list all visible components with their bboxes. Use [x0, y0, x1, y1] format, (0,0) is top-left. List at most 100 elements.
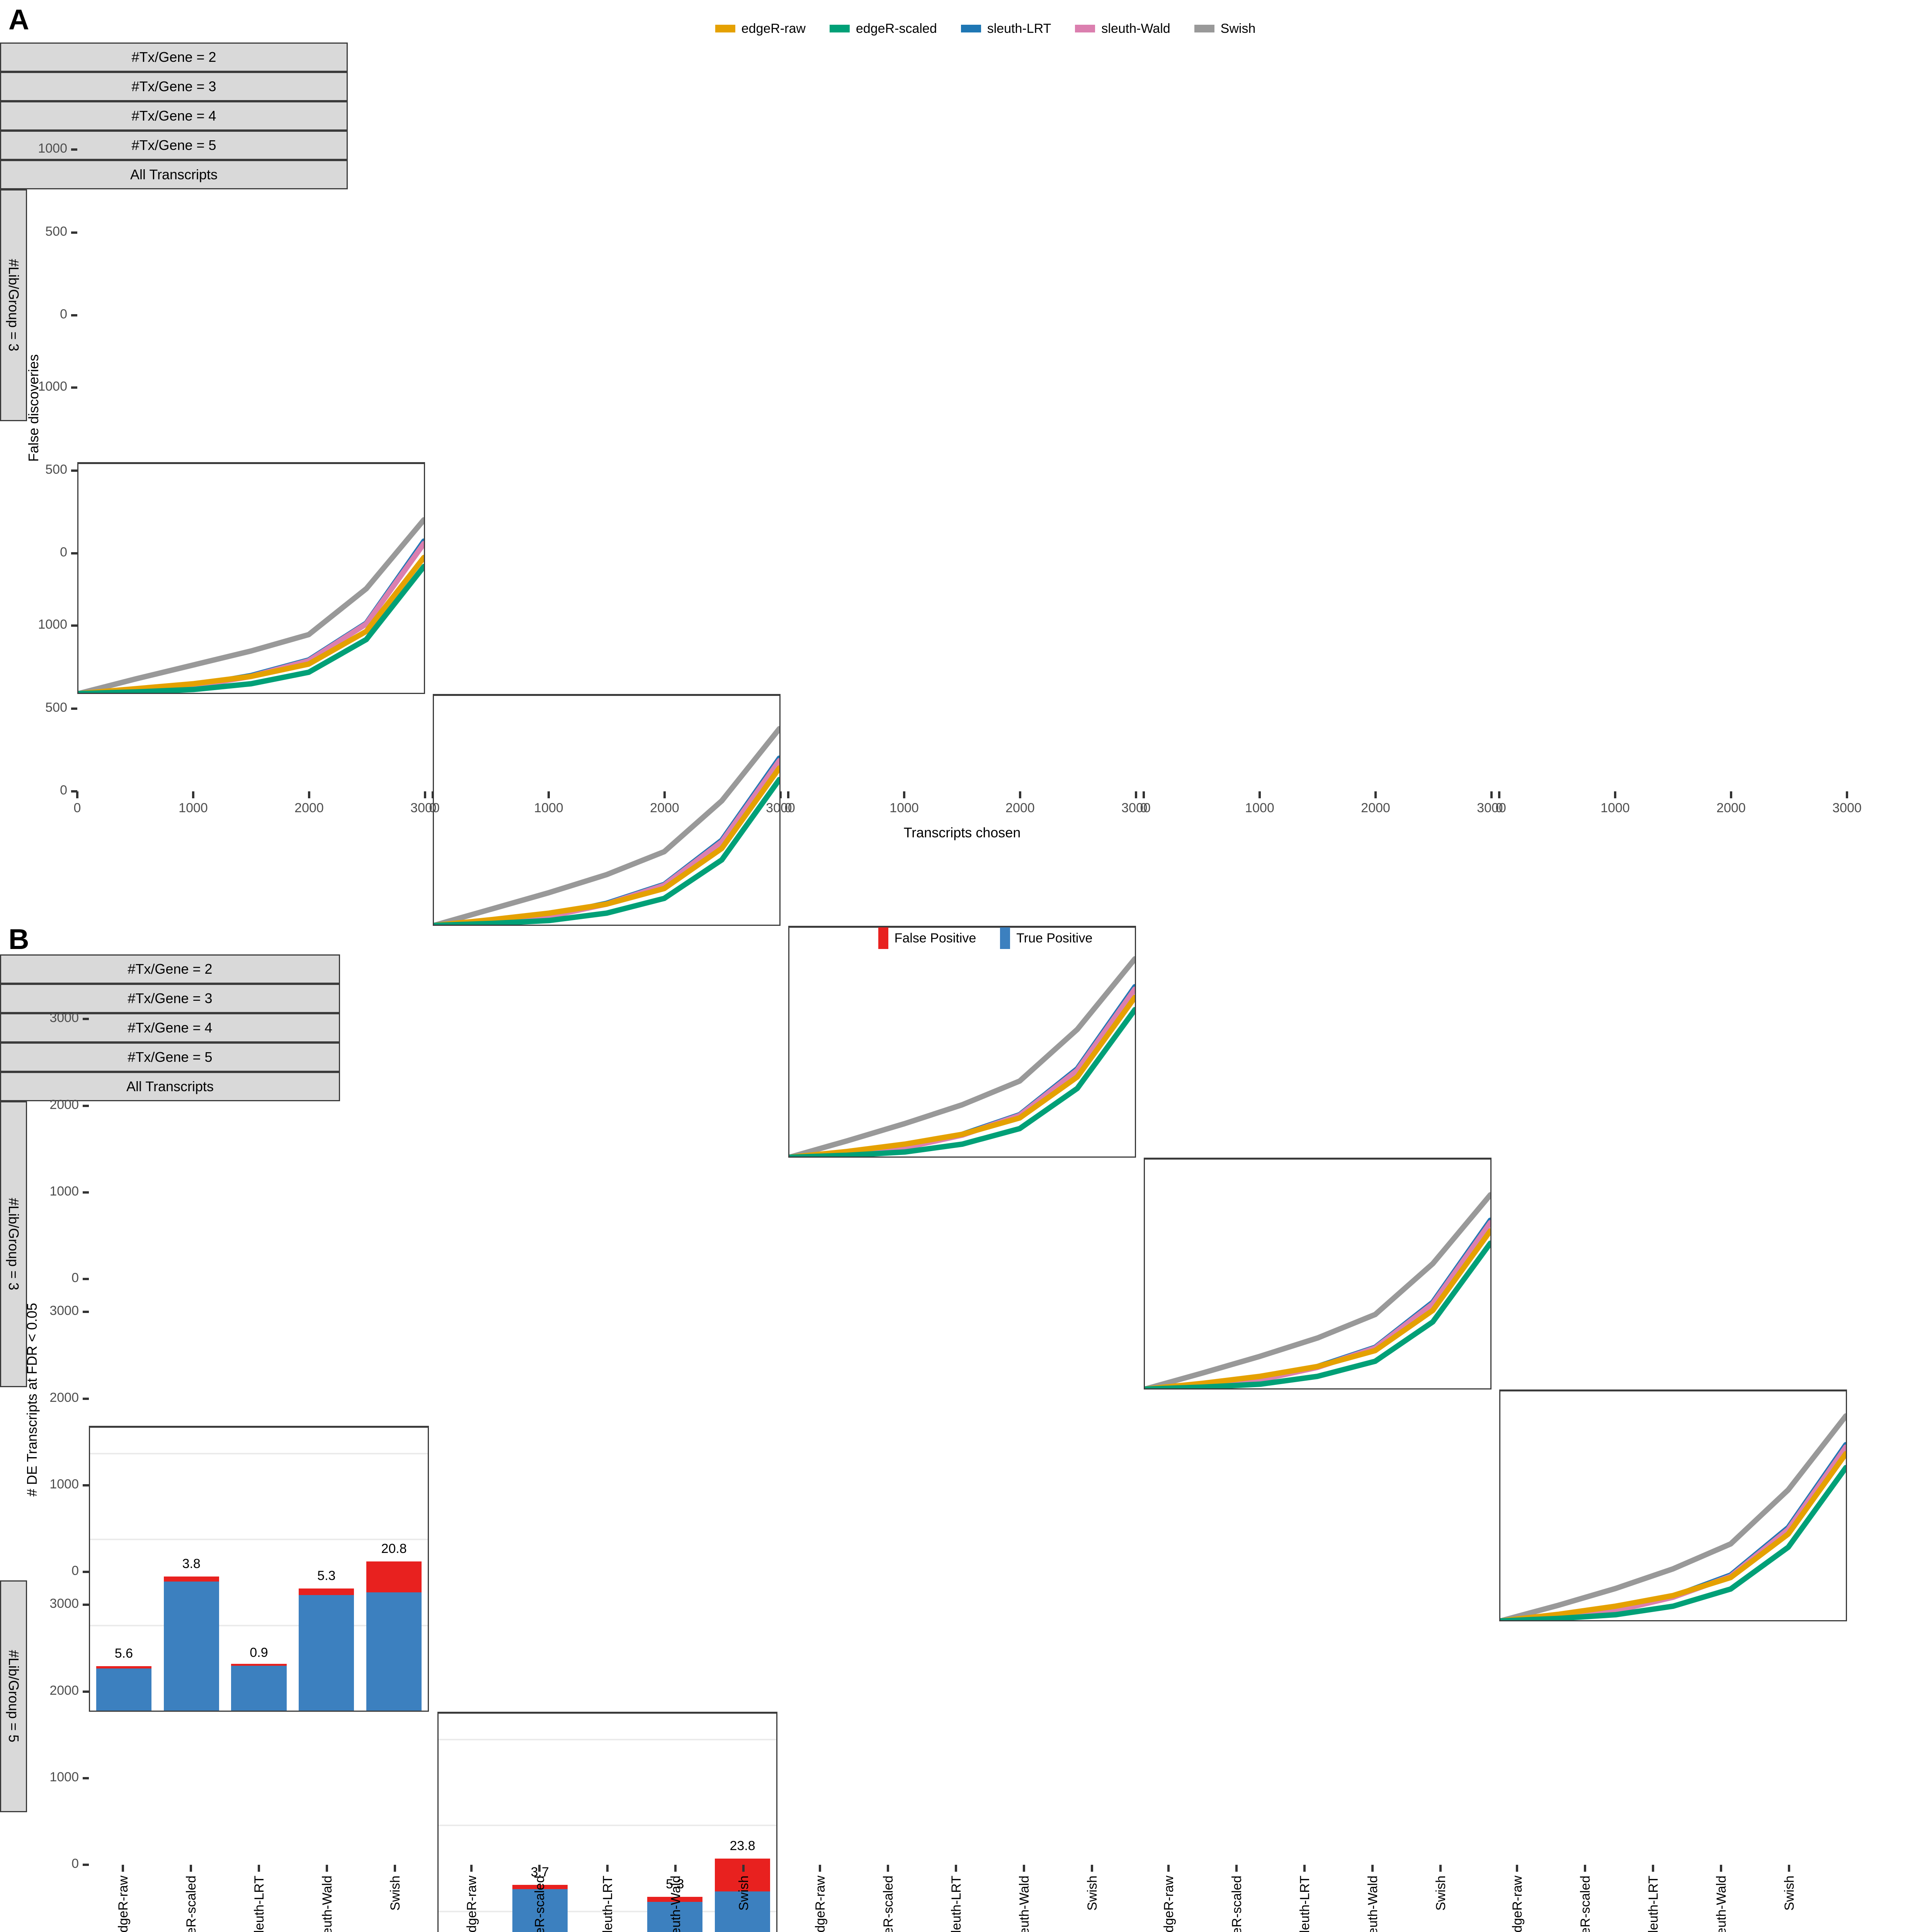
- x-tick-mark: [1023, 1865, 1025, 1872]
- series-line-Swish: [1145, 1192, 1490, 1388]
- x-tick-label-sleuth-LRT: sleuth-LRT: [252, 1876, 267, 1932]
- column-strip-4: All Transcripts: [0, 1072, 340, 1101]
- x-tick-label: 0: [73, 801, 81, 815]
- x-tick-mark: [1720, 1865, 1722, 1872]
- y-tick-mark: [71, 231, 77, 234]
- y-tick-label: 1000: [38, 617, 67, 632]
- y-tick-label: 1000: [49, 1184, 79, 1199]
- bar-value-label-3: 5.3: [317, 1568, 336, 1583]
- facet-lines: [78, 517, 424, 693]
- x-tick-mark: [1788, 1865, 1790, 1872]
- legend-item-2: sleuth-LRT: [961, 21, 1051, 36]
- x-tick-label: 1000: [889, 801, 919, 815]
- x-tick-label-sleuth-LRT: sleuth-LRT: [1298, 1876, 1312, 1932]
- legend-swatch-icon: [1075, 25, 1095, 32]
- x-tick-mark: [394, 1865, 396, 1872]
- y-tick-label: 1000: [38, 379, 67, 394]
- x-tick-label: 1000: [1245, 801, 1274, 815]
- legend-item-0: edgeR-raw: [715, 21, 806, 36]
- x-tick-mark: [258, 1865, 260, 1872]
- x-tick-mark: [122, 1865, 124, 1872]
- bar-value-label-4: 20.8: [381, 1541, 407, 1556]
- y-tick-mark: [83, 1484, 89, 1486]
- bar-false-positive-4: [714, 1858, 770, 1891]
- y-tick-mark: [71, 314, 77, 316]
- x-tick-mark: [1490, 791, 1493, 798]
- bar-false-positive-3: [647, 1896, 703, 1902]
- bar-false-positive-2: [231, 1664, 287, 1666]
- x-tick-label-edgeR-scaled: edgeR-scaled: [881, 1876, 896, 1932]
- y-tick-label: 0: [60, 307, 67, 321]
- y-tick-mark: [71, 386, 77, 389]
- x-tick-mark: [470, 1865, 473, 1872]
- x-tick-label-Swish: Swish: [736, 1876, 751, 1911]
- x-tick-mark: [674, 1865, 677, 1872]
- x-tick-label: 1000: [534, 801, 563, 815]
- facet-cell-r0-c2: [788, 926, 1136, 1158]
- x-tick-mark: [955, 1865, 957, 1872]
- x-tick-mark: [192, 791, 194, 798]
- x-tick-mark: [326, 1865, 328, 1872]
- legend-item-1: True Positive: [1000, 927, 1092, 949]
- x-tick-label-sleuth-Wald: sleuth-Wald: [1017, 1876, 1032, 1932]
- x-tick-label: 3000: [410, 801, 440, 815]
- y-tick-label: 3000: [49, 1303, 79, 1318]
- legend-label: False Positive: [894, 930, 976, 946]
- x-tick-label: 3000: [1121, 801, 1151, 815]
- series-line-edgeR-raw: [1145, 1228, 1490, 1388]
- legend-swatch-icon: [961, 25, 981, 32]
- column-strip-2: #Tx/Gene = 4: [0, 1013, 340, 1043]
- y-tick-mark: [71, 624, 77, 627]
- x-tick-label: 2000: [650, 801, 679, 815]
- x-tick-label-sleuth-Wald: sleuth-Wald: [1714, 1876, 1729, 1932]
- y-tick-label: 0: [71, 1270, 79, 1285]
- bar-value-label-2: 0.9: [250, 1645, 268, 1660]
- y-tick-mark: [83, 1191, 89, 1194]
- legend-item-4: Swish: [1194, 21, 1256, 36]
- x-tick-label-sleuth-LRT: sleuth-LRT: [949, 1876, 964, 1932]
- y-tick-mark: [71, 148, 77, 151]
- x-tick-mark: [1374, 791, 1377, 798]
- legend-label: Swish: [1220, 21, 1256, 36]
- x-tick-label: 3000: [1477, 801, 1506, 815]
- x-tick-mark: [1135, 791, 1137, 798]
- column-strip-2: #Tx/Gene = 4: [0, 101, 348, 131]
- grid-line: [90, 1711, 428, 1712]
- series-line-edgeR-scaled: [789, 1007, 1135, 1156]
- x-tick-mark: [1371, 1865, 1374, 1872]
- legend-label: sleuth-Wald: [1101, 21, 1170, 36]
- y-tick-label: 500: [45, 700, 67, 715]
- column-strip-0: #Tx/Gene = 2: [0, 43, 348, 72]
- x-tick-label-edgeR-raw: edgeR-raw: [464, 1876, 479, 1932]
- column-strip-1: #Tx/Gene = 3: [0, 72, 348, 101]
- x-tick-mark: [742, 1865, 745, 1872]
- x-tick-mark: [308, 791, 310, 798]
- x-tick-mark: [1439, 1865, 1442, 1872]
- y-tick-mark: [83, 1311, 89, 1313]
- y-tick-label: 500: [45, 462, 67, 477]
- bar-true-positive-2: [231, 1666, 287, 1711]
- series-line-Swish: [434, 726, 779, 925]
- x-tick-label: 3000: [1832, 801, 1862, 815]
- x-tick-label: 1000: [1600, 801, 1630, 815]
- panel-b-chart: # DE Transcripts at FDR < 0.05 #Tx/Gene =…: [0, 954, 1932, 1932]
- y-axis-label: # DE Transcripts at FDR < 0.05: [24, 1303, 40, 1497]
- x-tick-label-edgeR-raw: edgeR-raw: [1162, 1876, 1176, 1932]
- facet-lines: [1500, 1413, 1846, 1620]
- row-strip-0: #Lib/Group = 3: [0, 1101, 27, 1387]
- column-strip-0: #Tx/Gene = 2: [0, 954, 340, 984]
- legend-label: edgeR-raw: [741, 21, 806, 36]
- series-line-edgeR-scaled: [1500, 1465, 1846, 1620]
- bar-false-positive-1: [512, 1885, 568, 1889]
- series-line-edgeR-scaled: [1145, 1240, 1490, 1388]
- x-tick-mark: [606, 1865, 609, 1872]
- x-tick-mark: [787, 791, 789, 798]
- bar-true-positive-4: [366, 1592, 422, 1711]
- x-axis-label: Transcripts chosen: [903, 825, 1021, 840]
- x-tick-mark: [424, 791, 426, 798]
- x-tick-label-edgeR-raw: edgeR-raw: [116, 1876, 131, 1932]
- grid-line: [90, 1539, 428, 1541]
- y-tick-mark: [83, 1278, 89, 1280]
- y-tick-label: 0: [71, 1856, 79, 1871]
- x-tick-label-sleuth-LRT: sleuth-LRT: [1646, 1876, 1661, 1932]
